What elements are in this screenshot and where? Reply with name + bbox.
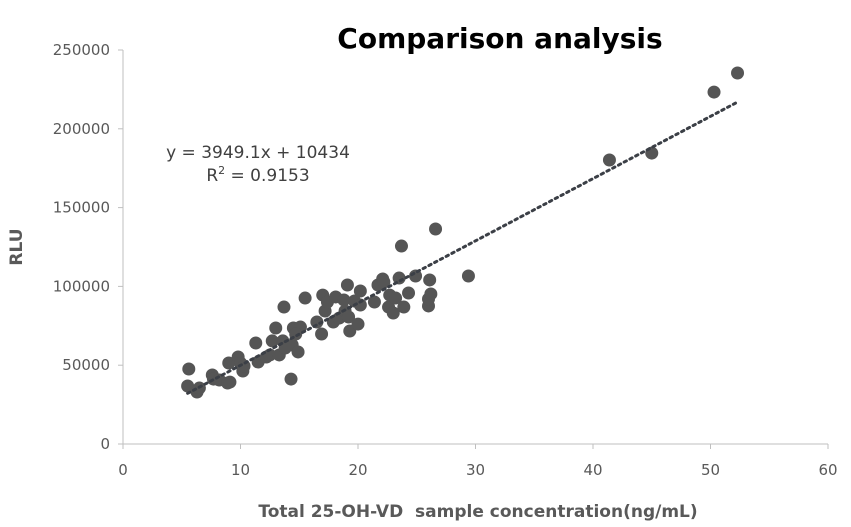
data-point <box>707 85 721 99</box>
x-axis-ticks: 0 10 20 30 40 50 60 <box>118 444 838 479</box>
x-tick-label: 0 <box>118 461 128 479</box>
data-point <box>265 334 279 348</box>
data-point <box>277 300 291 314</box>
data-point <box>392 271 406 285</box>
data-point <box>342 310 356 324</box>
x-axis-label: Total 25-OH-VD sample concentration(ng/m… <box>258 502 697 522</box>
x-tick-label: 30 <box>466 461 485 479</box>
y-tick-label: 150000 <box>53 199 110 217</box>
trendline <box>186 100 740 395</box>
data-point <box>377 275 391 289</box>
data-point <box>429 222 443 236</box>
data-point <box>340 278 354 292</box>
data-points <box>181 66 745 399</box>
data-point <box>389 291 403 305</box>
data-point <box>291 345 305 359</box>
data-point <box>249 336 263 350</box>
r-superscript: 2 <box>218 164 225 177</box>
data-point <box>386 306 400 320</box>
x-tick-label: 20 <box>348 461 367 479</box>
y-tick-label: 200000 <box>53 120 110 138</box>
data-point <box>351 317 365 331</box>
data-point <box>367 295 381 309</box>
r-label: R <box>206 166 218 186</box>
x-tick-label: 10 <box>231 461 250 479</box>
y-axis-ticks: 0 50000 100000 150000 200000 250000 <box>53 41 123 453</box>
data-point <box>182 362 196 376</box>
data-point <box>353 284 367 298</box>
data-point <box>181 379 195 393</box>
data-point <box>269 321 283 335</box>
x-tick-label: 40 <box>583 461 602 479</box>
r-squared-label: R2 = 0.9153 <box>206 164 309 186</box>
data-point <box>424 287 438 301</box>
data-point <box>353 298 367 312</box>
data-point <box>337 293 351 307</box>
data-point <box>315 327 329 341</box>
data-point <box>402 286 416 300</box>
data-point <box>461 269 475 283</box>
y-tick-label: 0 <box>100 435 110 453</box>
data-point <box>731 66 745 80</box>
data-point <box>223 375 237 389</box>
data-point <box>397 300 411 314</box>
x-tick-label: 60 <box>818 461 837 479</box>
r-squared-value: = 0.9153 <box>225 166 310 186</box>
y-tick-label: 50000 <box>62 356 110 374</box>
data-point <box>423 273 437 287</box>
y-axis-label: RLU <box>7 228 27 265</box>
chart-title: Comparison analysis <box>337 22 662 55</box>
data-point <box>394 239 408 253</box>
data-point <box>263 348 277 362</box>
data-point <box>298 291 312 305</box>
data-point <box>602 153 616 167</box>
trendline-equation: y = 3949.1x + 10434 <box>166 143 350 163</box>
y-tick-label: 100000 <box>53 277 110 295</box>
x-tick-label: 50 <box>701 461 720 479</box>
y-tick-label: 250000 <box>53 41 110 59</box>
data-point <box>284 372 298 386</box>
data-point <box>222 356 236 370</box>
